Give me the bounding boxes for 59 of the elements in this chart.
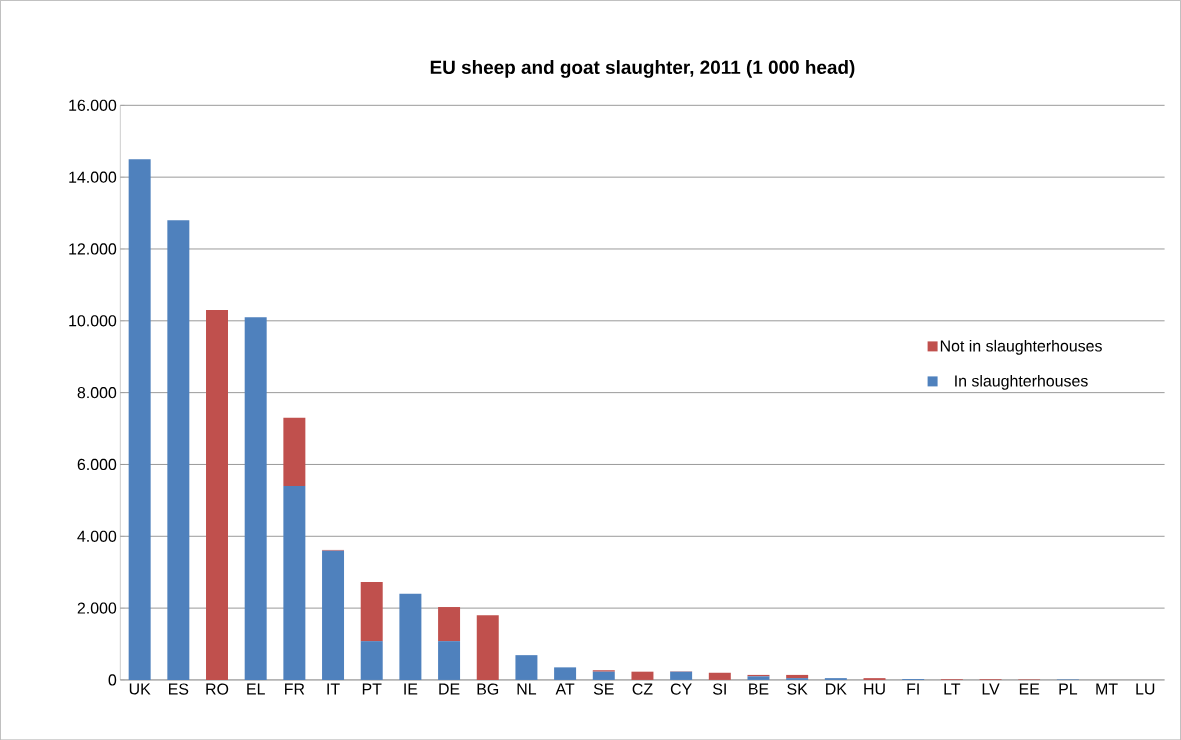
bar — [786, 674, 809, 678]
y-tick-label: 0 — [108, 674, 117, 686]
x-tick-label: BE — [749, 683, 769, 695]
bar — [360, 641, 383, 680]
bar — [438, 606, 461, 642]
chart-title: EU sheep and goat slaughter, 2011 (1 000 head) — [430, 59, 855, 78]
x-tick-label: CY — [670, 683, 692, 695]
x-tick-label: HU — [864, 683, 885, 695]
y-tick-label: 2.000 — [77, 602, 117, 614]
bar — [283, 485, 306, 680]
x-tick-label: PT — [362, 683, 382, 695]
x-tick-label: NL — [517, 683, 537, 695]
x-tick-label: DE — [439, 683, 460, 695]
x-tick-label: LU — [1136, 683, 1155, 695]
x-tick-label: PL — [1059, 683, 1078, 695]
y-tick-label: 10.000 — [69, 315, 117, 327]
bar — [438, 641, 461, 680]
bar — [283, 417, 306, 486]
y-tick-label: 14.000 — [69, 171, 117, 183]
bar — [670, 671, 693, 680]
x-tick-label: UK — [129, 683, 151, 695]
legend-label: In slaughterhouses — [955, 374, 1088, 390]
bar — [128, 159, 151, 680]
x-tick-label: FI — [907, 683, 919, 695]
bar — [167, 220, 190, 680]
y-tick-label: 4.000 — [77, 530, 117, 542]
bar — [399, 593, 422, 680]
bar — [554, 667, 577, 680]
y-tick-label: 6.000 — [77, 458, 117, 470]
x-tick-label: SE — [593, 683, 614, 695]
x-tick-label: SI — [713, 683, 726, 695]
x-tick-label: EL — [247, 683, 265, 695]
x-tick-label: FR — [285, 683, 305, 695]
bar — [631, 671, 654, 680]
x-tick-label: CZ — [632, 683, 653, 695]
bar — [708, 672, 731, 680]
y-tick-label: 12.000 — [69, 243, 117, 255]
bar — [476, 615, 499, 680]
x-tick-label: LT — [944, 683, 961, 695]
y-tick-label: 16.000 — [69, 99, 117, 111]
x-tick-label: EE — [1019, 683, 1040, 695]
x-tick-label: MT — [1096, 683, 1118, 695]
legend-label: Not in slaughterhouses — [940, 339, 1102, 355]
bar — [206, 309, 228, 680]
x-tick-label: IT — [327, 683, 340, 695]
x-tick-label: DK — [826, 683, 847, 695]
bar — [322, 550, 345, 680]
x-tick-label: RO — [206, 683, 229, 695]
bar — [244, 317, 267, 680]
x-tick-label: IE — [404, 683, 418, 695]
x-tick-label: SK — [787, 683, 808, 695]
x-tick-label: ES — [169, 683, 189, 695]
bar — [515, 655, 538, 680]
bar — [592, 671, 615, 680]
y-tick-label: 8.000 — [77, 386, 117, 399]
x-tick-label: LV — [982, 683, 1000, 695]
bar — [360, 581, 383, 642]
x-tick-label: AT — [555, 683, 575, 695]
x-tick-label: BG — [477, 683, 499, 695]
